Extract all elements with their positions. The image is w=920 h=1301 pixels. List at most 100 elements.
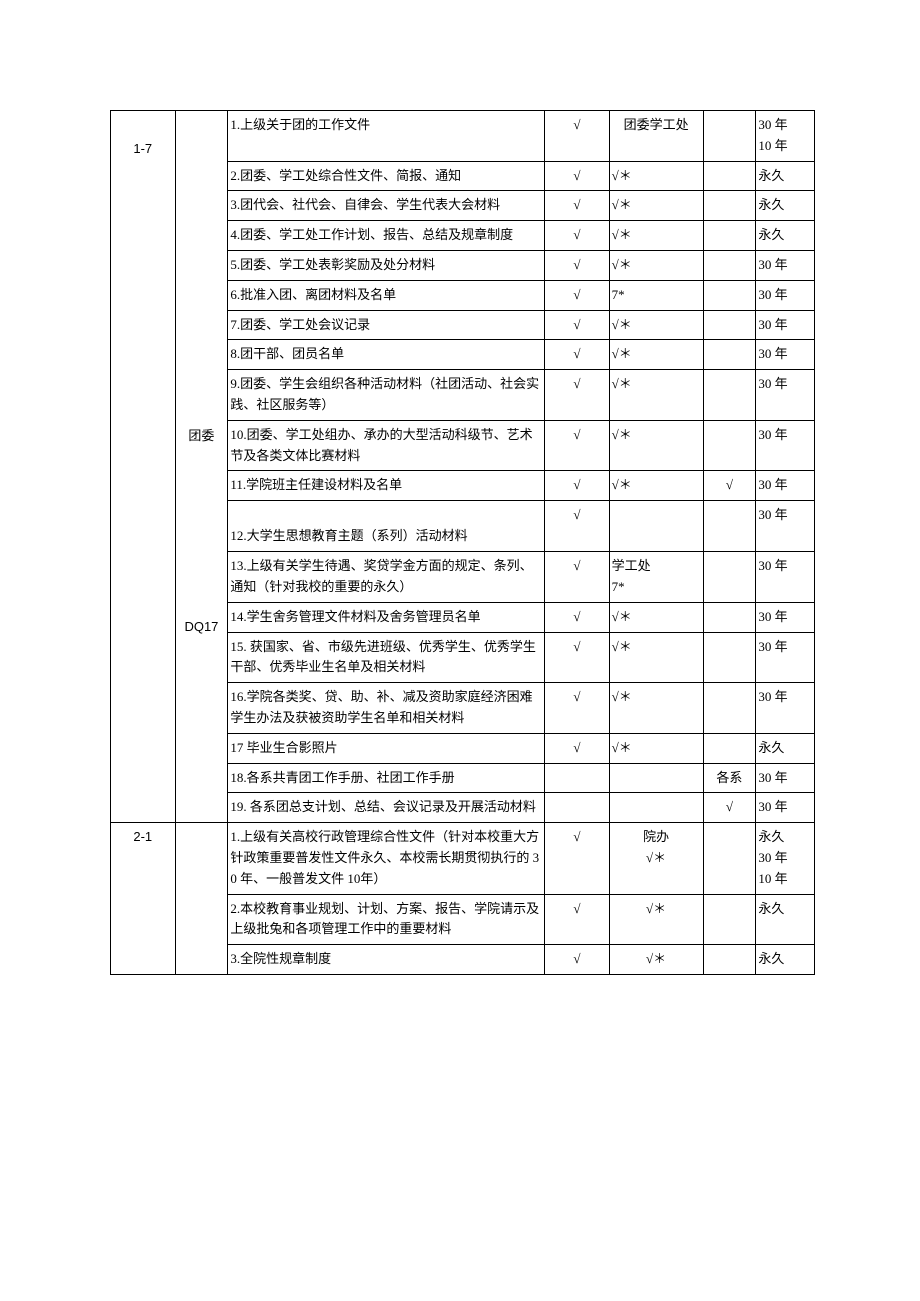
col-f [703, 894, 756, 945]
col-g: 30 年 [756, 501, 815, 552]
section-label: 团委DQ17 [175, 111, 228, 823]
col-g: 30 年 [756, 250, 815, 280]
col-d: √ [545, 823, 610, 894]
col-f: 各系 [703, 763, 756, 793]
row-desc: 3.全院性规章制度 [228, 945, 545, 975]
col-d: √ [545, 250, 610, 280]
row-desc: 9.团委、学生会组织各种活动材料（社团活动、社会实践、社区服务等） [228, 370, 545, 421]
col-d: √ [545, 733, 610, 763]
col-f [703, 250, 756, 280]
col-e: √＊ [609, 161, 703, 191]
col-g: 30 年 [756, 340, 815, 370]
row-desc: 13.上级有关学生待遇、奖贷学金方面的规定、条列、通知（针对我校的重要的永久） [228, 552, 545, 603]
col-f [703, 280, 756, 310]
col-e [609, 501, 703, 552]
col-f [703, 823, 756, 894]
col-g: 30 年 [756, 793, 815, 823]
section-code: 2-1 [111, 823, 176, 975]
col-e: 团委学工处 [609, 111, 703, 162]
table-row: 2-11.上级有关高校行政管理综合性文件（针对本校重大方针政策重要普发性文件永久… [111, 823, 815, 894]
row-desc: 18.各系共青团工作手册、社团工作手册 [228, 763, 545, 793]
col-d: √ [545, 221, 610, 251]
col-d: √ [545, 501, 610, 552]
row-desc: 15. 获国家、省、市级先进班级、优秀学生、优秀学生干部、优秀毕业生名单及相关材… [228, 632, 545, 683]
col-d: √ [545, 370, 610, 421]
col-d: √ [545, 420, 610, 471]
table-row: 1-7团委DQ171.上级关于团的工作文件√团委学工处30 年10 年 [111, 111, 815, 162]
col-g: 30 年 [756, 632, 815, 683]
col-d: √ [545, 111, 610, 162]
col-g: 永久 [756, 191, 815, 221]
row-desc: 6.批准入团、离团材料及名单 [228, 280, 545, 310]
row-desc: 5.团委、学工处表彰奖励及处分材料 [228, 250, 545, 280]
col-e [609, 763, 703, 793]
col-g: 30 年 [756, 370, 815, 421]
col-g: 30 年10 年 [756, 111, 815, 162]
section-code: 1-7 [111, 111, 176, 823]
col-e: √＊ [609, 310, 703, 340]
row-desc: 12.大学生思想教育主题（系列）活动材料 [228, 501, 545, 552]
col-f [703, 310, 756, 340]
col-f [703, 552, 756, 603]
col-e: √＊ [609, 602, 703, 632]
col-e: √＊ [609, 894, 703, 945]
col-g: 永久 [756, 161, 815, 191]
col-e: √＊ [609, 471, 703, 501]
col-g: 30 年 [756, 420, 815, 471]
col-e: √＊ [609, 420, 703, 471]
row-desc: 7.团委、学工处会议记录 [228, 310, 545, 340]
col-d: √ [545, 280, 610, 310]
col-f: √ [703, 471, 756, 501]
col-g: 30 年 [756, 280, 815, 310]
col-f [703, 945, 756, 975]
col-f: √ [703, 793, 756, 823]
col-d: √ [545, 340, 610, 370]
col-e: √＊ [609, 340, 703, 370]
col-f [703, 221, 756, 251]
row-desc: 1.上级关于团的工作文件 [228, 111, 545, 162]
col-d [545, 793, 610, 823]
row-desc: 1.上级有关高校行政管理综合性文件（针对本校重大方针政策重要普发性文件永久、本校… [228, 823, 545, 894]
col-e: √＊ [609, 733, 703, 763]
section-label [175, 823, 228, 975]
col-f [703, 111, 756, 162]
col-g: 永久 [756, 945, 815, 975]
col-g: 30 年 [756, 310, 815, 340]
row-desc: 3.团代会、社代会、自律会、学生代表大会材料 [228, 191, 545, 221]
col-g: 30 年 [756, 552, 815, 603]
col-e: 学工处7* [609, 552, 703, 603]
col-g: 永久30 年10 年 [756, 823, 815, 894]
col-e: √＊ [609, 250, 703, 280]
row-desc: 8.团干部、团员名单 [228, 340, 545, 370]
col-f [703, 733, 756, 763]
col-d: √ [545, 552, 610, 603]
col-d: √ [545, 894, 610, 945]
row-desc: 2.团委、学工处综合性文件、简报、通知 [228, 161, 545, 191]
col-f [703, 683, 756, 734]
row-desc: 16.学院各类奖、贷、助、补、减及资助家庭经济困难学生办法及获被资助学生名单和相… [228, 683, 545, 734]
row-desc: 2.本校教育事业规划、计划、方案、报告、学院请示及上级批兔和各项管理工作中的重要… [228, 894, 545, 945]
archive-table: 1-7团委DQ171.上级关于团的工作文件√团委学工处30 年10 年2.团委、… [110, 110, 815, 975]
col-e: √＊ [609, 221, 703, 251]
col-f [703, 602, 756, 632]
row-desc: 19. 各系团总支计划、总结、会议记录及开展活动材料 [228, 793, 545, 823]
col-d: √ [545, 632, 610, 683]
row-desc: 17 毕业生合影照片 [228, 733, 545, 763]
col-d [545, 763, 610, 793]
row-desc: 4.团委、学工处工作计划、报告、总结及规章制度 [228, 221, 545, 251]
col-d: √ [545, 471, 610, 501]
col-e [609, 793, 703, 823]
col-d: √ [545, 310, 610, 340]
col-d: √ [545, 602, 610, 632]
row-desc: 10.团委、学工处组办、承办的大型活动科级节、艺术节及各类文体比赛材料 [228, 420, 545, 471]
col-f [703, 632, 756, 683]
col-g: 30 年 [756, 683, 815, 734]
col-g: 永久 [756, 894, 815, 945]
row-desc: 14.学生舍务管理文件材料及舍务管理员名单 [228, 602, 545, 632]
col-f [703, 370, 756, 421]
col-d: √ [545, 683, 610, 734]
col-e: √＊ [609, 191, 703, 221]
col-g: 永久 [756, 733, 815, 763]
col-e: √＊ [609, 370, 703, 421]
col-f [703, 420, 756, 471]
